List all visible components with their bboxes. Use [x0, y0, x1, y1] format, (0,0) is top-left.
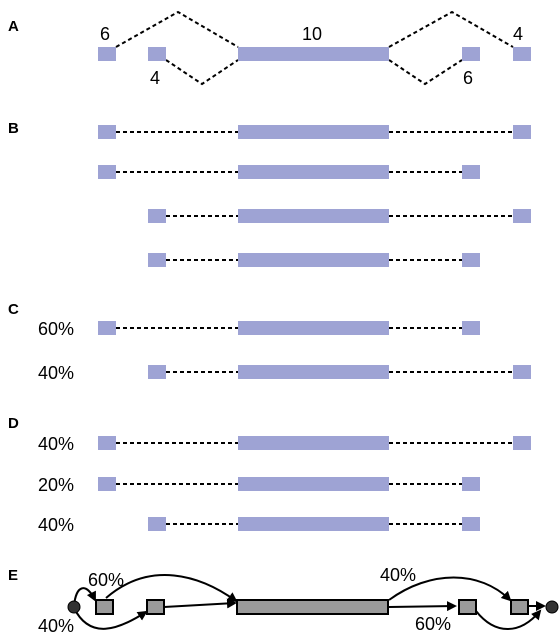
graph-exon-2 [146, 599, 165, 615]
graph-exon-4 [458, 599, 477, 615]
panel-b-label: B [8, 120, 19, 137]
edge-label: 60% [88, 570, 124, 590]
panel-e-label: E [8, 567, 18, 584]
graph-exon-1 [95, 599, 114, 615]
splice-arc [165, 59, 239, 86]
graph-edge [73, 607, 148, 630]
isoform-row [148, 253, 480, 267]
sink-node [545, 600, 559, 614]
exon-1-length: 6 [100, 24, 110, 44]
isoform-fraction: 40% [38, 434, 74, 454]
isoform-fraction: 20% [38, 475, 74, 495]
graph-edge [388, 576, 512, 602]
panel-d-isoforms: 40% 20% 40% [38, 434, 531, 535]
panel-e-splice-graph: 60% 40% 40% 60% [38, 565, 559, 636]
isoform-fraction: 40% [38, 363, 74, 383]
panel-a-label: A [8, 18, 19, 35]
isoform-row [148, 209, 531, 223]
panel-b-isoforms [98, 125, 531, 267]
exon-1 [98, 47, 116, 61]
panel-d-label: D [8, 415, 19, 432]
graph-edge [475, 609, 542, 630]
isoform-row [98, 125, 531, 139]
exon-5 [513, 47, 531, 61]
graph-edge [388, 601, 457, 612]
splice-arc [388, 10, 514, 48]
panel-c-isoforms: 60% 40% [38, 319, 531, 383]
panel-c-label: C [8, 301, 19, 318]
splice-arc [388, 59, 463, 86]
edge-label: 40% [38, 616, 74, 636]
isoform-fraction: 40% [38, 515, 74, 535]
exon-5-length: 4 [513, 24, 523, 44]
exon-3 [238, 47, 389, 61]
exon-3-length: 10 [302, 24, 322, 44]
exon-2-length: 4 [150, 68, 160, 88]
graph-exon-3 [236, 599, 389, 615]
source-node [67, 600, 81, 614]
graph-edge [105, 574, 238, 603]
panel-a-gene-model: 6 4 10 6 4 [98, 10, 531, 88]
isoform-row [98, 165, 480, 179]
graph-edge [163, 598, 237, 609]
splice-arc [115, 10, 239, 48]
edge-label: 60% [415, 614, 451, 634]
exon-4-length: 6 [463, 68, 473, 88]
graph-exon-5 [510, 599, 529, 615]
edge-label: 40% [380, 565, 416, 585]
isoform-fraction: 60% [38, 319, 74, 339]
exon-2 [148, 47, 166, 61]
exon-4 [462, 47, 480, 61]
